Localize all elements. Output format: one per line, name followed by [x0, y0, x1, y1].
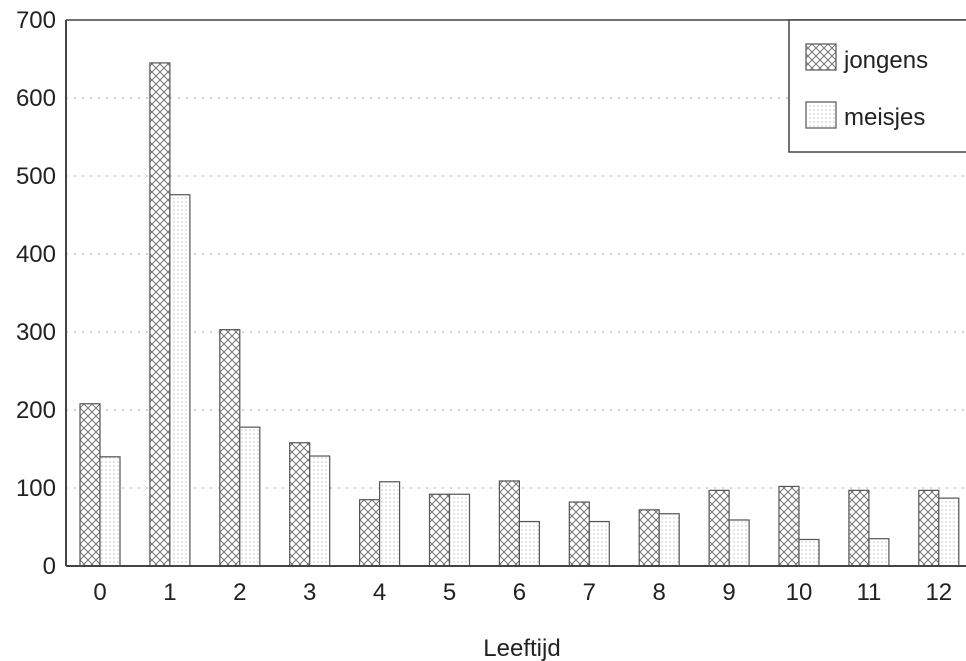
y-tick-label: 100 [16, 475, 56, 502]
y-tick-label: 300 [16, 319, 56, 346]
y-tick-label: 0 [43, 553, 56, 580]
bar-meisjes-12 [938, 497, 960, 567]
x-tick-label: 12 [925, 579, 952, 606]
y-tick-label: 400 [16, 241, 56, 268]
bar-jongens-12 [918, 489, 940, 567]
bar-meisjes-3 [309, 455, 331, 567]
legend-label-meisjes: meisjes [844, 104, 925, 131]
y-tick-label: 500 [16, 163, 56, 190]
bar-meisjes-11 [868, 538, 890, 567]
bar-jongens-4 [359, 499, 381, 567]
x-tick-label: 5 [443, 579, 456, 606]
x-tick-label: 1 [163, 579, 176, 606]
bar-meisjes-0 [99, 456, 121, 567]
x-tick-label: 3 [303, 579, 316, 606]
bar-meisjes-10 [798, 538, 820, 567]
x-tick-label: 10 [786, 579, 813, 606]
bar-meisjes-9 [728, 519, 750, 567]
y-tick-label: 600 [16, 85, 56, 112]
bar-jongens-3 [289, 442, 311, 567]
legend-box [788, 19, 966, 153]
gridlines [66, 97, 966, 489]
bar-jongens-9 [708, 489, 730, 567]
y-tick-labels: 0 100 200 300 400 500 600 700 [16, 7, 56, 580]
bar-jongens-0 [79, 403, 101, 567]
legend-label-jongens: jongens [843, 47, 928, 74]
x-axis-label: Leeftijd [483, 635, 560, 661]
x-tick-label: 6 [513, 579, 526, 606]
bar-jongens-8 [638, 509, 660, 567]
x-tick-labels: 0 1 2 3 4 5 6 7 8 9 10 11 12 [93, 579, 952, 606]
x-tick-label: 0 [93, 579, 106, 606]
y-tick-label: 200 [16, 397, 56, 424]
x-tick-label: 4 [373, 579, 386, 606]
legend-swatch-meisjes [805, 101, 837, 129]
bar-meisjes-1 [169, 194, 191, 567]
bar-jongens-6 [498, 480, 520, 567]
x-tick-label: 11 [856, 579, 881, 606]
bar-jongens-2 [219, 329, 241, 567]
x-tick-label: 2 [233, 579, 246, 606]
bar-jongens-11 [848, 489, 870, 567]
x-tick-label: 7 [583, 579, 596, 606]
bar-jongens-7 [568, 501, 590, 567]
bar-meisjes-8 [658, 513, 680, 567]
y-tick-label: 700 [16, 7, 56, 34]
bar-meisjes-4 [379, 481, 401, 567]
bar-jongens-5 [428, 493, 451, 567]
bar-jongens-10 [778, 485, 800, 567]
bar-meisjes-7 [588, 520, 610, 567]
bar-meisjes-2 [239, 426, 261, 567]
bar-jongens-1 [149, 62, 171, 567]
legend: jongens meisjes [788, 19, 966, 153]
x-tick-label: 8 [653, 579, 666, 606]
bar-meisjes-5 [448, 493, 471, 567]
x-tick-label: 9 [722, 579, 735, 606]
bar-meisjes-6 [518, 520, 541, 567]
legend-swatch-jongens [805, 43, 837, 71]
